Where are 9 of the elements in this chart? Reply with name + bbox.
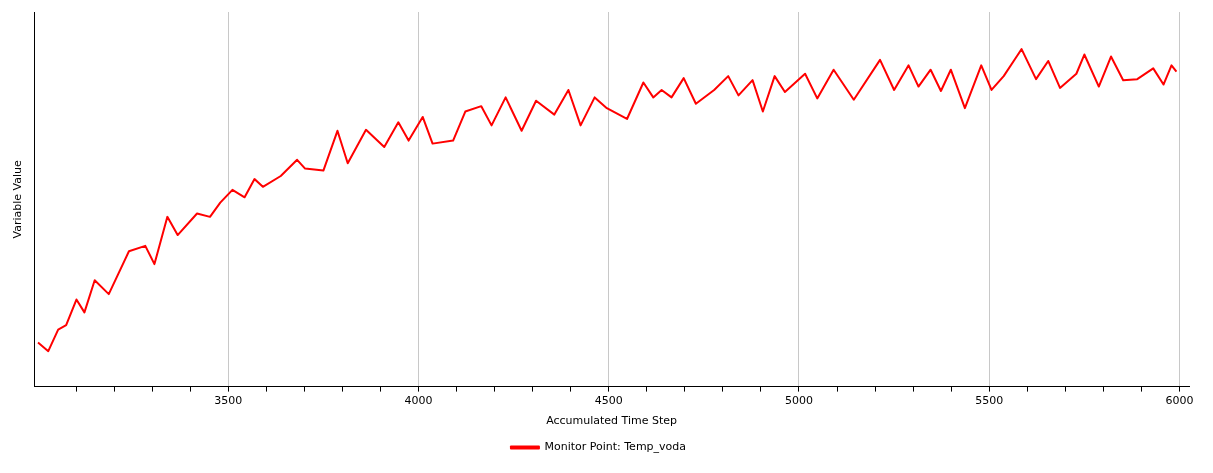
y-axis-title: Variable Value xyxy=(11,159,25,239)
legend-label: Monitor Point: Temp_voda xyxy=(544,440,687,454)
x-tick-label: 5500 xyxy=(975,394,1004,408)
x-tick-label: 5000 xyxy=(784,394,813,408)
x-tick-label: 4500 xyxy=(594,394,623,408)
x-tick-label: 3500 xyxy=(214,394,243,408)
x-tick-label: 4000 xyxy=(404,394,433,408)
x-tick-label: 6000 xyxy=(1165,394,1194,408)
x-axis-title: Accumulated Time Step xyxy=(546,414,678,428)
